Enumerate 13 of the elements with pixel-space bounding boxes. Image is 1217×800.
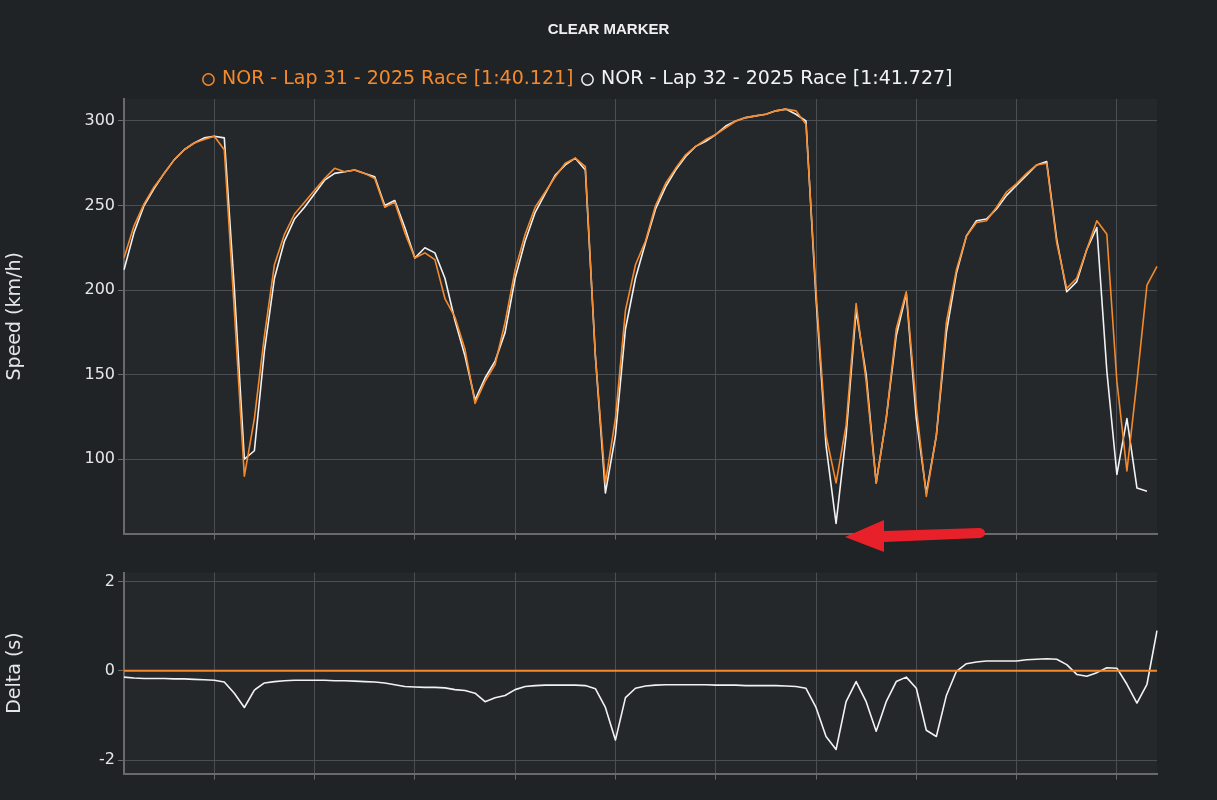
y-tick-label: 150	[84, 363, 115, 383]
legend-label: NOR - Lap 31 - 2025 Race [1:40.121]	[221, 66, 574, 89]
text: CLEAR MARKER	[547, 20, 670, 37]
y-tick-label: 100	[84, 448, 115, 468]
y-axis-title: Delta (s)	[2, 632, 25, 714]
legend-label: NOR - Lap 32 - 2025 Race [1:41.727]	[601, 66, 953, 89]
y-tick-label: 200	[84, 279, 115, 299]
y-tick-label: 300	[84, 110, 115, 130]
y-axis-title: Speed (km/h)	[2, 252, 25, 381]
y-tick-label: 0	[104, 660, 115, 680]
y-tick-label: 2	[104, 570, 115, 590]
y-tick-label: -2	[99, 749, 115, 769]
y-tick-label: 250	[84, 194, 115, 214]
